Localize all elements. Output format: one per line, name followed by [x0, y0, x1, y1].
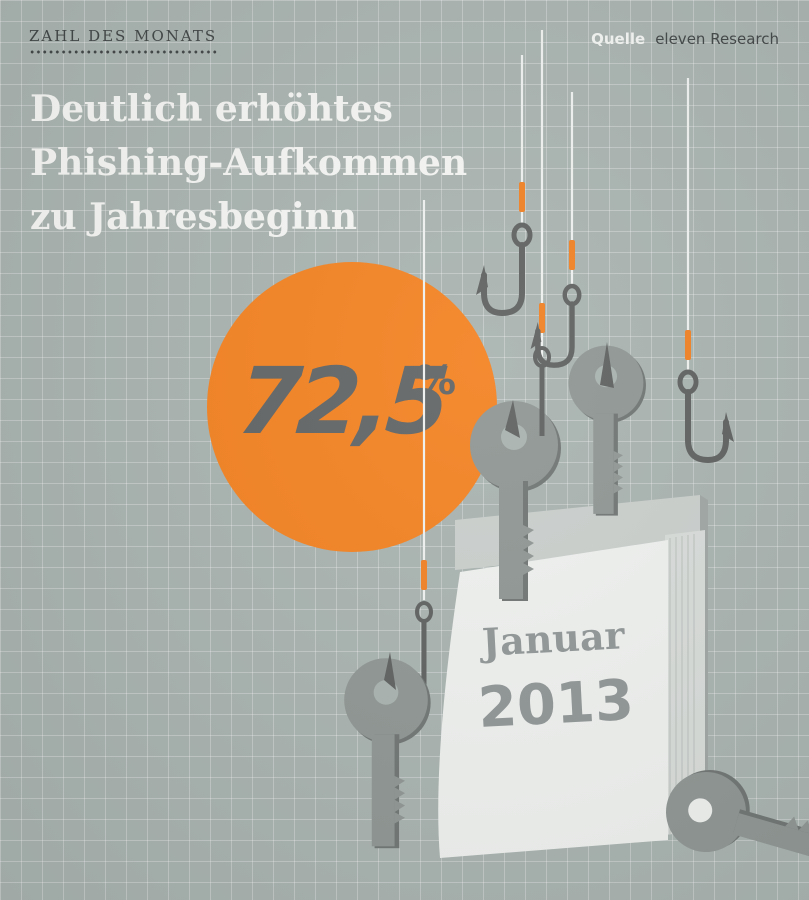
headline-line-3: zu Jahresbeginn: [30, 196, 358, 238]
source-label: Quelle: [591, 30, 646, 48]
orange-floats: [421, 182, 691, 590]
key-icon: [344, 658, 431, 849]
key-icon: [666, 769, 809, 870]
fishing-hook-icon: [476, 225, 530, 313]
headline: Deutlich erhöhtes Phishing-Aufkommen zu …: [30, 82, 467, 244]
source-value: eleven Research: [655, 30, 779, 48]
fishing-hook-icon: [531, 286, 580, 365]
stat-unit: %: [416, 358, 457, 404]
kicker-label: ZAHL DES MONATS: [29, 27, 218, 45]
source-credit: Quelle eleven Research: [591, 30, 779, 48]
stat-circle: [207, 262, 497, 552]
headline-line-2: Phishing-Aufkommen: [30, 142, 468, 184]
calendar-month: Januar: [480, 612, 626, 665]
fishing-hook-icon: [680, 372, 734, 460]
dotted-underline: [29, 50, 217, 54]
calendar-year: 2013: [476, 667, 636, 742]
headline-line-1: Deutlich erhöhtes: [30, 88, 393, 130]
